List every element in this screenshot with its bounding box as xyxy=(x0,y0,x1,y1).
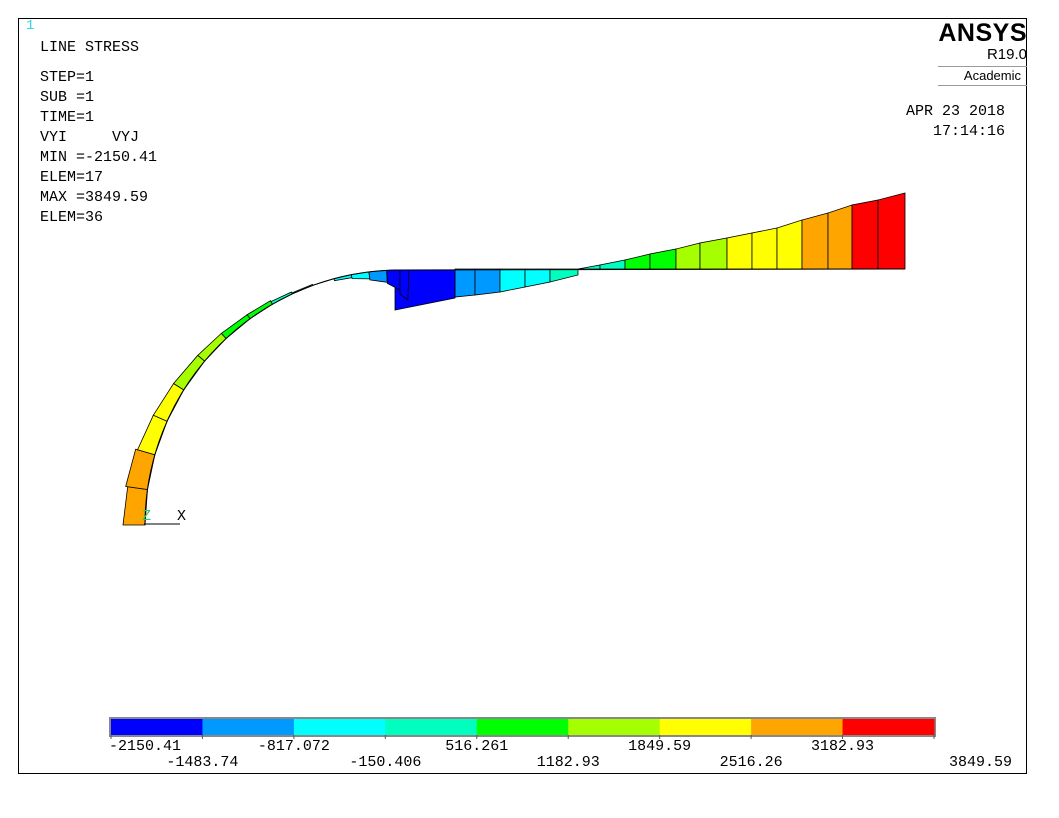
element-band xyxy=(751,227,778,270)
element-band xyxy=(801,212,829,270)
info-line-max-elem: ELEM=36 xyxy=(40,209,104,226)
element-band xyxy=(675,242,701,270)
info-line-sub: SUB =1 xyxy=(40,89,95,106)
coordinate-triad: Z X xyxy=(142,508,186,525)
element-band xyxy=(474,268,501,296)
legend-label: 2516.26 xyxy=(720,754,783,771)
legend-swatch xyxy=(751,719,844,735)
element-band xyxy=(246,300,274,320)
legend-swatch xyxy=(842,719,935,735)
legend-label: -817.072 xyxy=(258,738,330,755)
legend-label: 516.261 xyxy=(445,738,508,755)
legend-label: -150.406 xyxy=(349,754,421,771)
window-number: 1 xyxy=(26,18,35,34)
element-band xyxy=(152,382,185,422)
element-band xyxy=(726,232,753,270)
element-band xyxy=(197,332,227,362)
element-band xyxy=(137,414,168,456)
info-line-max: MAX =3849.59 xyxy=(40,189,149,206)
info-line-time: TIME=1 xyxy=(40,109,95,126)
brand-name: ANSYS xyxy=(938,19,1027,47)
element-band xyxy=(649,248,677,270)
legend-swatch xyxy=(202,719,295,735)
element-band xyxy=(499,268,526,293)
info-line-result-items: VYI VYJ xyxy=(40,129,140,146)
triad-x-label: X xyxy=(177,508,186,525)
brand-edition: Academic xyxy=(938,66,1027,86)
beam-centerline xyxy=(144,268,906,526)
plot-title: LINE STRESS xyxy=(40,39,140,56)
element-band xyxy=(172,354,206,391)
legend-label: 3849.59 xyxy=(949,754,1012,771)
element-band xyxy=(368,269,388,283)
element-band xyxy=(699,237,728,270)
element-band xyxy=(270,291,293,305)
contour-legend: -2150.41 -817.072 516.261 1849.59 3182.93 -14… xyxy=(109,717,1012,771)
plot-time: 17:14:16 xyxy=(932,123,1005,140)
element-band xyxy=(125,448,156,490)
ansys-logo: ANSYS R19.0 Academic xyxy=(938,20,1027,86)
info-line-min: MIN =-2150.41 xyxy=(40,149,158,166)
element-band xyxy=(577,264,601,270)
element-band xyxy=(851,199,879,270)
legend-label: 3182.93 xyxy=(811,738,874,755)
legend-label: -2150.41 xyxy=(109,738,181,755)
info-line-step: STEP=1 xyxy=(40,69,95,86)
element-band xyxy=(599,259,626,270)
brand-version: R19.0 xyxy=(986,46,1027,63)
legend-label: 1182.93 xyxy=(537,754,600,771)
legend-swatch xyxy=(293,719,386,735)
element-band xyxy=(877,192,906,270)
element-band xyxy=(386,269,401,291)
element-band xyxy=(220,314,251,340)
plot-date: APR 23 2018 xyxy=(905,103,1005,120)
element-band xyxy=(524,268,551,288)
element-stress-bands xyxy=(122,192,906,526)
element-band xyxy=(827,204,853,270)
element-band xyxy=(454,268,476,298)
element-band xyxy=(624,253,651,270)
legend-swatch xyxy=(385,719,478,735)
legend-swatch xyxy=(568,719,661,735)
info-line-min-elem: ELEM=17 xyxy=(40,169,104,186)
graphics-window[interactable] xyxy=(18,18,1027,774)
legend-swatch xyxy=(476,719,569,735)
legend-label: 1849.59 xyxy=(628,738,691,755)
legend-swatch xyxy=(111,719,203,735)
element-band xyxy=(776,219,803,270)
triad-z-label: Z xyxy=(142,508,151,525)
element-band xyxy=(549,268,579,283)
legend-label: -1483.74 xyxy=(166,754,238,771)
legend-swatch xyxy=(659,719,752,735)
